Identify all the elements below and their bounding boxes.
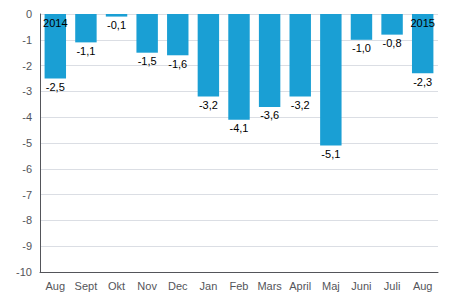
svg-text:April: April (289, 280, 311, 292)
svg-text:-1,6: -1,6 (168, 58, 187, 70)
svg-text:2014: 2014 (43, 17, 67, 29)
svg-text:-3,6: -3,6 (260, 109, 279, 121)
svg-text:-9: -9 (22, 240, 32, 252)
svg-text:0: 0 (26, 8, 32, 20)
svg-text:-2,5: -2,5 (46, 81, 65, 93)
svg-text:-2: -2 (22, 60, 32, 72)
svg-text:-5,1: -5,1 (321, 148, 340, 160)
svg-text:-1,5: -1,5 (138, 55, 157, 67)
svg-text:Okt: Okt (108, 280, 125, 292)
svg-text:Aug: Aug (46, 280, 66, 292)
svg-text:-0,1: -0,1 (107, 19, 126, 31)
svg-text:-3,2: -3,2 (291, 99, 310, 111)
svg-text:Juli: Juli (384, 280, 401, 292)
svg-text:-4,1: -4,1 (230, 122, 249, 134)
svg-text:-3,2: -3,2 (199, 99, 218, 111)
svg-text:Mars: Mars (257, 280, 282, 292)
svg-text:-10: -10 (16, 266, 32, 278)
svg-text:-5: -5 (22, 137, 32, 149)
svg-text:-7: -7 (22, 189, 32, 201)
svg-text:-1,0: -1,0 (352, 42, 371, 54)
svg-text:-2,3: -2,3 (413, 76, 432, 88)
svg-text:-1: -1 (22, 34, 32, 46)
svg-text:2015: 2015 (410, 17, 434, 29)
svg-text:Maj: Maj (322, 280, 340, 292)
svg-text:-8: -8 (22, 214, 32, 226)
svg-text:Nov: Nov (137, 280, 157, 292)
svg-text:Feb: Feb (230, 280, 249, 292)
svg-text:-4: -4 (22, 111, 32, 123)
svg-text:-0,8: -0,8 (383, 37, 402, 49)
svg-text:Sept: Sept (75, 280, 98, 292)
svg-text:-1,1: -1,1 (76, 45, 95, 57)
svg-text:Jan: Jan (200, 280, 218, 292)
svg-text:-6: -6 (22, 163, 32, 175)
svg-text:Aug: Aug (413, 280, 433, 292)
svg-text:Dec: Dec (168, 280, 188, 292)
svg-text:-3: -3 (22, 85, 32, 97)
svg-text:Juni: Juni (351, 280, 371, 292)
